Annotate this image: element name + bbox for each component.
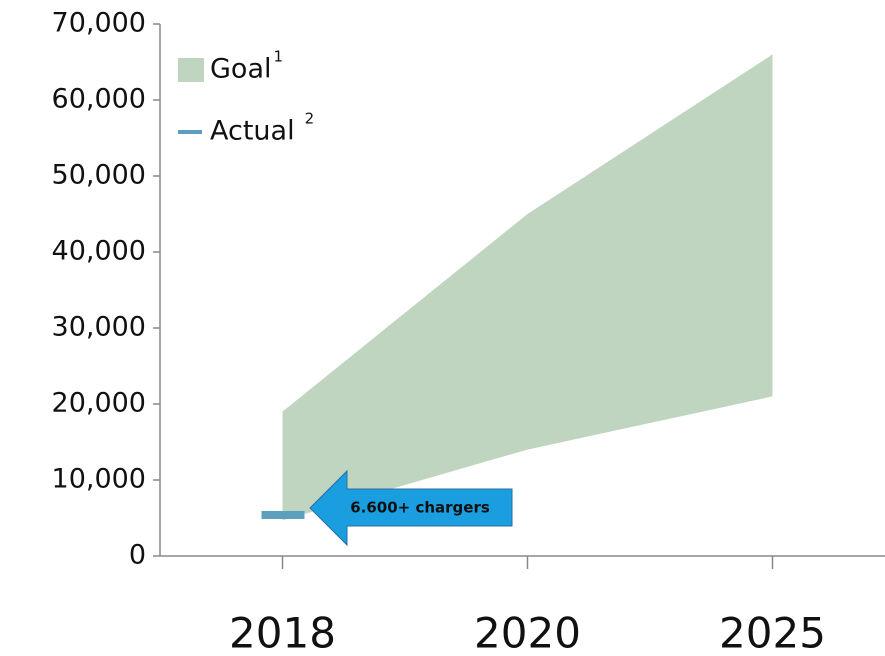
legend-swatch xyxy=(178,58,204,82)
y-tick-label: 10,000 xyxy=(52,464,146,495)
actual-marker xyxy=(261,510,305,519)
annotation-arrow xyxy=(309,469,513,547)
y-tick-label: 50,000 xyxy=(52,160,146,191)
y-tick-label: 30,000 xyxy=(52,312,146,343)
legend-footnote: 1 xyxy=(274,48,284,66)
legend-swatch xyxy=(178,130,202,134)
goal-area xyxy=(282,54,773,521)
y-tick-label: 60,000 xyxy=(52,84,146,115)
x-tick-label: 2020 xyxy=(474,609,581,656)
legend-label: Goal xyxy=(210,54,272,85)
x-tick-label: 2018 xyxy=(229,609,336,656)
y-tick-label: 40,000 xyxy=(52,236,146,267)
annotation-text: 6.600+ chargers xyxy=(350,499,490,517)
y-tick-label: 0 xyxy=(129,540,146,571)
x-tick-label: 2025 xyxy=(719,609,826,656)
legend-label: Actual xyxy=(210,116,295,147)
legend-footnote: 2 xyxy=(305,110,315,128)
y-tick-label: 70,000 xyxy=(52,8,146,39)
y-tick-label: 20,000 xyxy=(52,388,146,419)
